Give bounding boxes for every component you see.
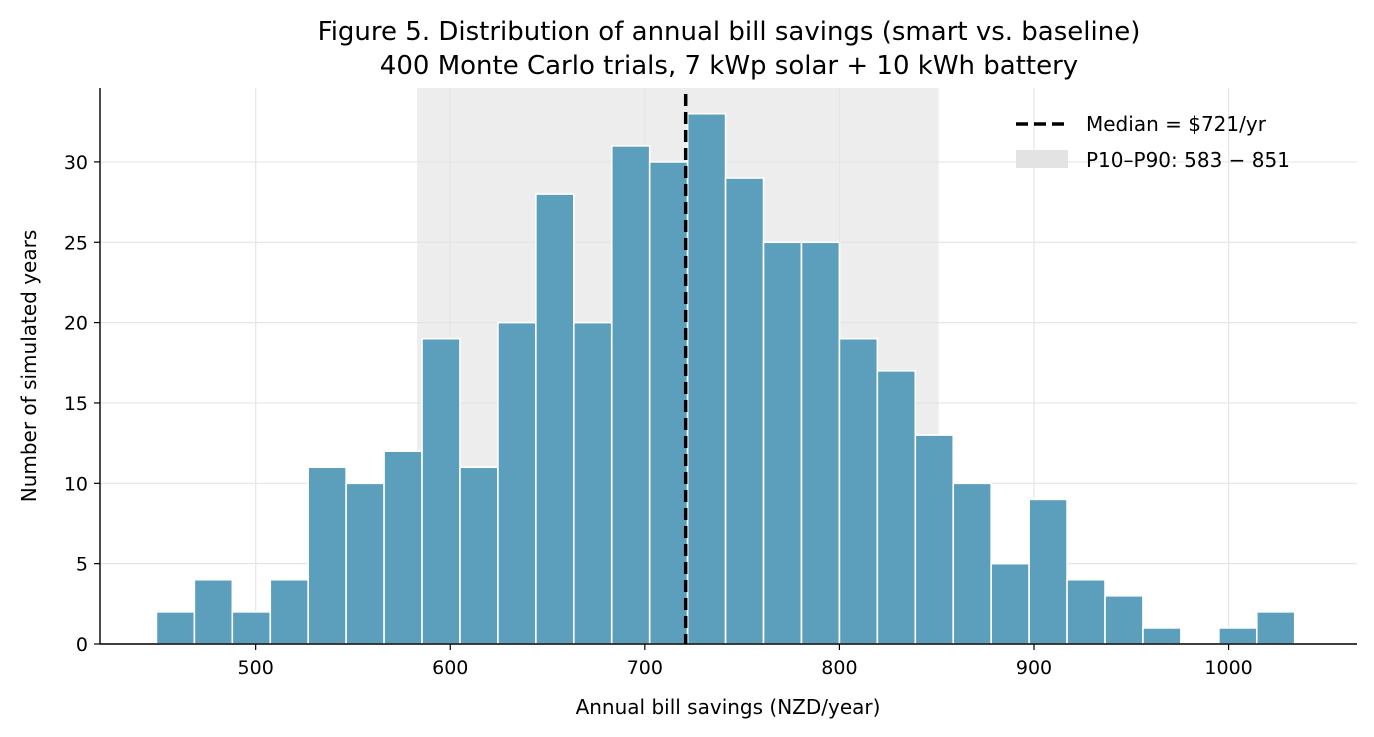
histogram-bar (610, 145, 651, 645)
histogram-bar (269, 578, 310, 645)
histogram-bar (686, 112, 727, 645)
histogram-bar (1218, 627, 1258, 645)
histogram-bar (307, 466, 347, 645)
histogram-bar (724, 177, 765, 645)
chart-subtitle: 400 Monte Carlo trials, 7 kWp solar + 10… (380, 51, 1078, 81)
histogram-bar (421, 337, 461, 645)
histogram-bar (876, 370, 917, 645)
x-axis-label: Annual bill savings (NZD/year) (576, 695, 881, 719)
histogram-bar (573, 321, 613, 645)
legend-median-label: Median = $721/yr (1086, 112, 1267, 136)
y-tick-label: 30 (64, 152, 88, 174)
histogram-bar (990, 562, 1030, 645)
chart-title: Figure 5. Distribution of annual bill sa… (318, 17, 1141, 47)
histogram-bar (155, 611, 196, 645)
histogram-bars (155, 112, 1296, 645)
histogram-bar (497, 321, 537, 645)
histogram-bar (914, 434, 955, 645)
y-tick-label: 20 (64, 313, 88, 335)
y-axis-label: Number of simulated years (17, 230, 41, 503)
x-tick-label: 700 (627, 657, 663, 679)
histogram-bar (345, 482, 385, 645)
y-tick-label: 10 (64, 473, 88, 495)
x-tick-label: 500 (238, 657, 274, 679)
histogram-bar (1142, 627, 1182, 645)
histogram-bar (459, 466, 499, 645)
axes (99, 88, 1357, 645)
histogram-bar (1104, 594, 1144, 645)
y-tick-label: 15 (64, 393, 88, 415)
legend: Median = $721/yr P10–P90: 583 − 851 (1016, 112, 1290, 172)
legend-band-swatch (1016, 150, 1068, 168)
histogram-bar (800, 241, 841, 645)
y-tick-label: 25 (64, 232, 88, 254)
histogram-bar (952, 482, 992, 645)
histogram-bar (383, 450, 423, 645)
histogram-bar (1255, 611, 1296, 645)
y-tick-label: 0 (76, 634, 88, 656)
x-tick-label: 900 (1016, 657, 1052, 679)
histogram-bar (1028, 498, 1068, 645)
x-tick-label: 600 (432, 657, 468, 679)
x-tick-label: 1000 (1204, 657, 1252, 679)
histogram-bar (648, 161, 689, 645)
histogram-bar (1066, 578, 1106, 645)
legend-band-label: P10–P90: 583 − 851 (1086, 148, 1290, 172)
histogram-bar (193, 578, 234, 645)
x-tick-label: 800 (821, 657, 857, 679)
histogram-bar (535, 193, 575, 645)
histogram-bar (838, 337, 879, 645)
tick-labels: 500 600 700 800 900 1000 0 5 10 15 20 25 30 (64, 152, 1253, 679)
histogram-bar (762, 241, 803, 645)
histogram-bar (231, 611, 272, 645)
y-tick-label: 5 (76, 554, 88, 576)
